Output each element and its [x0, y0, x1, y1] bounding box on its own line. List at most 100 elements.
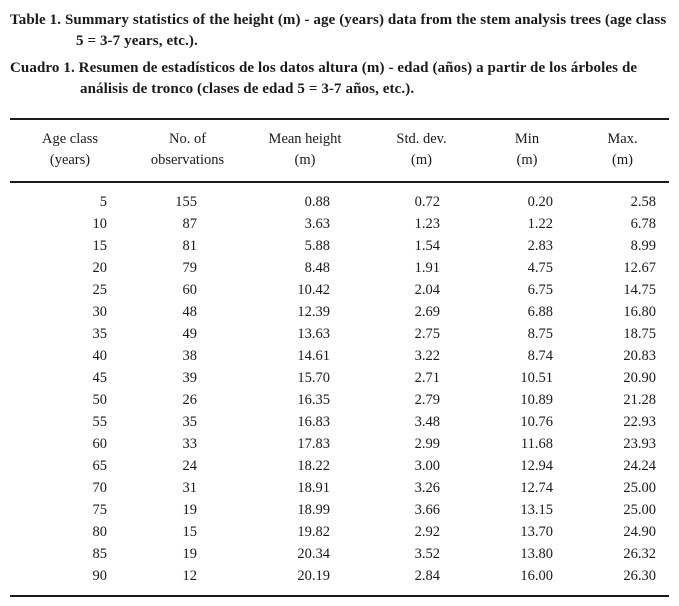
column-header-unit: (m) [294, 152, 316, 168]
table-row: 25 60 10.42 2.04 6.75 14.75 [10, 279, 669, 301]
table-header: Age class (years) No. of observations Me… [10, 119, 669, 183]
table-cell: 5.88 [304, 238, 330, 254]
column-header-mean-height: Mean height (m) [245, 119, 365, 183]
table-body: 5 155 0.88 0.72 0.20 2.58 10 87 3.63 1.23 1.22 6.78… [10, 182, 669, 596]
table-cell: 24.90 [623, 524, 656, 540]
table-cell: 11.68 [520, 436, 553, 452]
table-cell: 10.89 [520, 392, 553, 408]
column-header-label: Mean height [268, 131, 342, 147]
table-cell: 12.74 [520, 480, 553, 496]
table-cell: 70 [92, 480, 108, 496]
table-row: 10 87 3.63 1.23 1.22 6.78 [10, 213, 669, 235]
table-row: 65 24 18.22 3.00 12.94 24.24 [10, 455, 669, 477]
table-row: 55 35 16.83 3.48 10.76 22.93 [10, 411, 669, 433]
column-header-unit: (m) [612, 152, 633, 168]
table-cell: 40 [92, 348, 108, 364]
table-cell: 3.00 [414, 458, 440, 474]
table-cell: 31 [182, 480, 198, 496]
table-cell: 20.83 [623, 348, 656, 364]
table-cell: 3.26 [414, 480, 440, 496]
table-cell: 50 [92, 392, 108, 408]
column-header-label: Min [514, 131, 540, 147]
table-cell: 12 [182, 568, 198, 584]
table-caption-spanish: Cuadro 1. Resumen de estadísticos de los… [10, 60, 638, 97]
column-header-label: Age class [42, 131, 98, 147]
table-cell: 155 [175, 194, 197, 210]
column-header-unit: (m) [516, 152, 538, 168]
table-cell: 20.19 [297, 568, 330, 584]
table-cell: 2.79 [414, 392, 440, 408]
table-cell: 1.23 [414, 216, 440, 232]
column-header-unit: (years) [49, 152, 91, 168]
table-cell: 39 [182, 370, 198, 386]
table-row: 40 38 14.61 3.22 8.74 20.83 [10, 345, 669, 367]
table-cell: 22.93 [623, 414, 656, 430]
table-cell: 3.22 [414, 348, 440, 364]
table-row: 5 155 0.88 0.72 0.20 2.58 [10, 182, 669, 213]
table-row: 75 19 18.99 3.66 13.15 25.00 [10, 499, 669, 521]
table-cell: 79 [182, 260, 198, 276]
table-cell: 2.04 [414, 282, 440, 298]
table-cell: 6.78 [630, 216, 656, 232]
table-cell: 25 [92, 282, 108, 298]
table-row: 60 33 17.83 2.99 11.68 23.93 [10, 433, 669, 455]
table-cell: 24 [182, 458, 198, 474]
table-cell: 2.83 [527, 238, 553, 254]
table-cell: 2.92 [414, 524, 440, 540]
table-cell: 15 [182, 524, 198, 540]
table-cell: 60 [92, 436, 108, 452]
table-cell: 6.88 [527, 304, 553, 320]
table-cell: 20.34 [297, 546, 330, 562]
table-cell: 18.99 [297, 502, 330, 518]
table-cell: 16.83 [297, 414, 330, 430]
table-cell: 45 [92, 370, 108, 386]
table-cell: 25.00 [623, 480, 656, 496]
table-cell: 1.54 [414, 238, 440, 254]
column-header-unit: (m) [411, 152, 432, 168]
table-cell: 85 [92, 546, 108, 562]
table-cell: 20.90 [623, 370, 656, 386]
table-cell: 8.74 [527, 348, 553, 364]
column-header-age-class: Age class (years) [10, 119, 130, 183]
table-cell: 2.58 [630, 194, 656, 210]
table-cell: 35 [92, 326, 108, 342]
table-row: 20 79 8.48 1.91 4.75 12.67 [10, 257, 669, 279]
table-cell: 35 [182, 414, 198, 430]
table-row: 80 15 19.82 2.92 13.70 24.90 [10, 521, 669, 543]
table-cell: 48 [182, 304, 198, 320]
table-cell: 0.20 [527, 194, 553, 210]
table-cell: 25.00 [623, 502, 656, 518]
table-cell: 19 [182, 546, 198, 562]
table-cell: 23.93 [623, 436, 656, 452]
table-cell: 19.82 [297, 524, 330, 540]
table-cell: 2.84 [414, 568, 440, 584]
table-row: 35 49 13.63 2.75 8.75 18.75 [10, 323, 669, 345]
table-cell: 3.63 [304, 216, 330, 232]
table-row: 70 31 18.91 3.26 12.74 25.00 [10, 477, 669, 499]
table-cell: 55 [92, 414, 108, 430]
column-header-max: Max. (m) [576, 119, 669, 183]
table-cell: 2.71 [414, 370, 440, 386]
table-cell: 0.72 [414, 194, 440, 210]
table-cell: 17.83 [297, 436, 330, 452]
table-row: 30 48 12.39 2.69 6.88 16.80 [10, 301, 669, 323]
column-header-std-dev: Std. dev. (m) [365, 119, 478, 183]
table-cell: 2.99 [414, 436, 440, 452]
table-cell: 16.00 [520, 568, 553, 584]
table-cell: 5 [99, 194, 107, 210]
table-cell: 13.15 [520, 502, 553, 518]
table-cell: 90 [92, 568, 108, 584]
table-cell: 18.75 [623, 326, 656, 342]
table-cell: 13.63 [297, 326, 330, 342]
table-cell: 16.35 [297, 392, 330, 408]
table-cell: 10 [92, 216, 108, 232]
table-cell: 1.22 [527, 216, 553, 232]
table-cell: 8.48 [304, 260, 330, 276]
column-header-observations: No. of observations [130, 119, 245, 183]
table-cell: 8.75 [527, 326, 553, 342]
table-cell: 75 [92, 502, 108, 518]
table-cell: 16.80 [623, 304, 656, 320]
table-cell: 80 [92, 524, 108, 540]
column-header-min: Min (m) [478, 119, 576, 183]
